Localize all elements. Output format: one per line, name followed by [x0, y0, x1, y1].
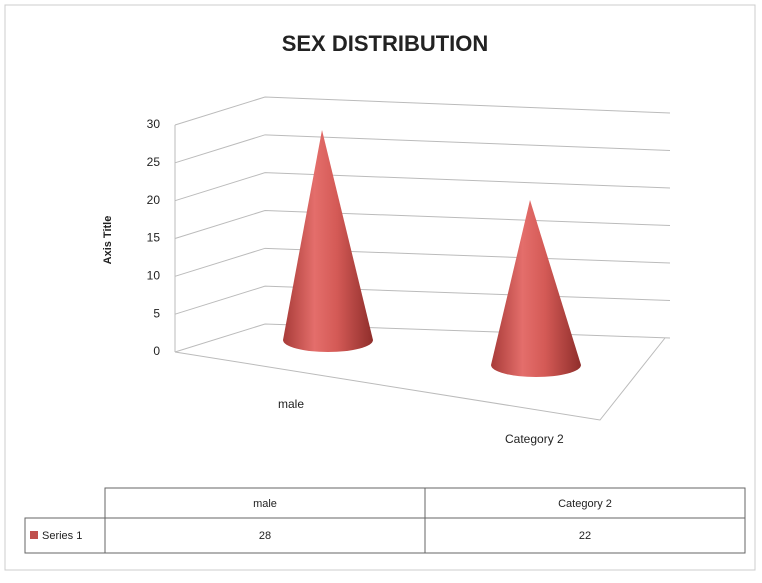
table-value: 22: [579, 530, 591, 542]
y-tick-label: 0: [153, 344, 160, 358]
y-tick-label: 30: [147, 117, 161, 131]
chart-title: SEX DISTRIBUTION: [282, 31, 489, 56]
grid-line: [174, 96, 671, 126]
y-tick-label: 20: [147, 193, 161, 207]
table-header: male: [253, 498, 277, 510]
table-value: 28: [259, 530, 271, 542]
grid-line: [174, 134, 671, 164]
data-table: [24, 487, 746, 554]
y-tick-label: 5: [153, 306, 160, 320]
cone: [283, 130, 373, 352]
table-header: Category 2: [558, 498, 612, 510]
floor: [174, 337, 666, 421]
grid-line: [174, 172, 671, 202]
x-tick-label: male: [278, 397, 304, 411]
legend-label: Series 1: [42, 530, 82, 542]
y-axis-title: Axis Title: [102, 216, 114, 265]
cone: [491, 200, 581, 377]
y-tick-label: 15: [147, 231, 161, 245]
legend-swatch: [30, 531, 38, 539]
chart-frame: [4, 4, 756, 571]
y-tick-label: 25: [147, 155, 161, 169]
x-tick-label: Category 2: [505, 432, 564, 446]
y-tick-label: 10: [147, 269, 161, 283]
